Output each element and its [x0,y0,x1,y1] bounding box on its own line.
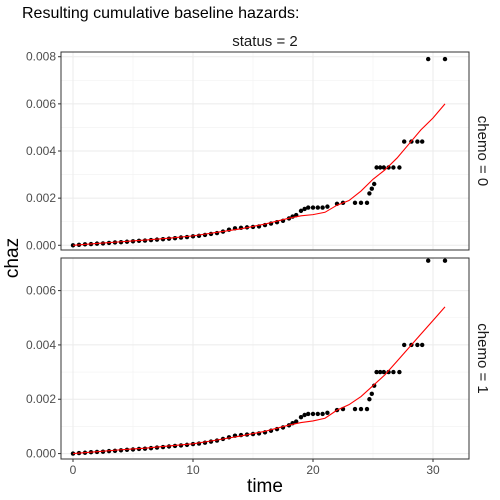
column-facet-label: status = 2 [232,33,297,50]
data-point [294,419,299,424]
data-point [302,206,307,212]
data-point [352,406,358,412]
data-point [420,139,425,144]
data-point [381,165,386,170]
panel-chemo-1: 0.000 0.002 0.004 0.006 chemo = 1 [26,257,491,461]
data-point [391,369,396,375]
data-point [298,208,304,214]
data-point [306,205,311,210]
y-axis-label: chaz [2,238,23,278]
fitted-hazard-line [72,306,446,455]
y-tick-label: 0.000 [26,447,56,461]
data-point [325,410,330,416]
data-point [415,342,420,348]
data-point [367,191,372,196]
x-axis: 0 10 20 30 [70,459,440,477]
data-point [386,369,391,375]
data-point [372,181,377,187]
y-tick-label: 0.000 [26,238,56,252]
data-point [391,165,396,170]
x-tick-label: 0 [70,463,77,477]
y-tick-label: 0.004 [26,338,56,352]
data-point [426,258,431,263]
data-point [364,200,370,206]
data-point [426,56,431,62]
data-point [372,383,377,388]
data-point [397,165,402,170]
y-tick-label: 0.006 [26,284,56,298]
data-point [402,139,407,144]
chart-title: Resulting cumulative baseline hazards: [22,5,299,22]
fitted-hazard-line [72,103,446,246]
x-tick-label: 10 [186,463,200,477]
panel-chemo-0: 0.000 0.002 0.004 0.006 0.008 chemo = 0 [26,50,491,253]
data-point [369,391,374,397]
data-point [358,406,364,412]
data-point [320,411,325,417]
data-point [378,165,383,170]
data-point [298,414,304,420]
data-point [369,186,374,191]
data-point [442,258,448,263]
data-point [381,369,386,375]
y-tick-label: 0.002 [26,191,56,205]
y-tick-label: 0.008 [26,50,56,64]
data-point [358,200,364,206]
data-point [310,205,316,210]
data-point [374,165,379,170]
data-point [315,411,320,417]
x-tick-label: 20 [306,463,320,477]
data-point [352,200,358,206]
row-facet-label: chemo = 1 [474,323,491,393]
y-tick-label: 0.002 [26,392,56,406]
data-point [302,412,307,418]
row-facet-label: chemo = 0 [474,116,491,186]
panel-border [60,51,470,251]
data-point [306,411,311,417]
panel-background [61,258,469,459]
data-point [320,205,325,210]
data-point [397,369,402,375]
data-point [402,342,407,348]
data-point [374,369,379,375]
panel-border [60,257,470,460]
y-tick-label: 0.004 [26,144,56,158]
data-point [415,139,420,144]
data-point [315,205,320,210]
data-point [310,411,316,417]
x-tick-label: 30 [426,463,440,477]
data-point [386,165,391,170]
data-point [420,342,425,348]
data-point [442,56,448,62]
data-point [364,406,370,412]
data-point [378,369,383,375]
data-point [367,397,372,402]
y-tick-label: 0.006 [26,97,56,111]
x-axis-label: time [247,476,283,497]
data-point [325,204,330,209]
